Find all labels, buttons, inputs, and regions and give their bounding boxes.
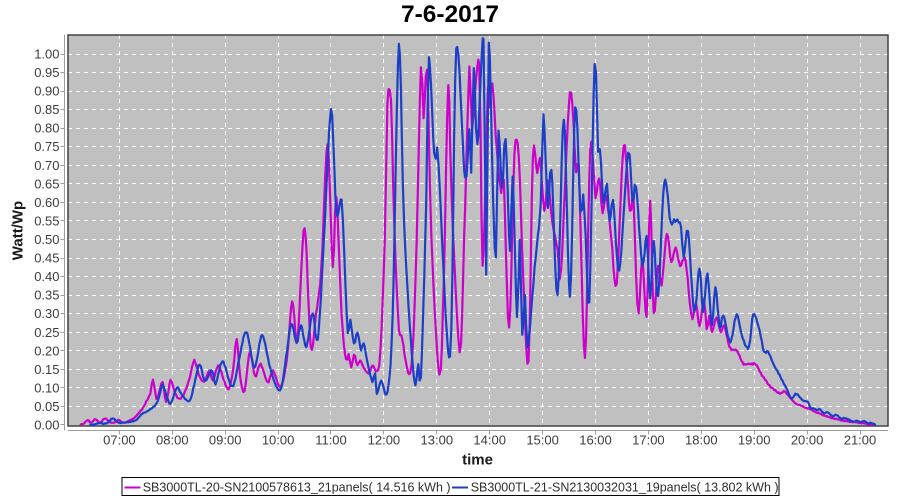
svg-text:0.25: 0.25	[34, 325, 59, 340]
svg-text:09:00: 09:00	[209, 433, 242, 448]
svg-text:time: time	[462, 452, 493, 469]
svg-text:17:00: 17:00	[632, 433, 665, 448]
svg-text:0.95: 0.95	[34, 65, 59, 80]
svg-text:0.10: 0.10	[34, 380, 59, 395]
svg-text:0.35: 0.35	[34, 288, 59, 303]
svg-text:0.65: 0.65	[34, 176, 59, 191]
svg-text:0.45: 0.45	[34, 251, 59, 266]
svg-text:0.20: 0.20	[34, 343, 59, 358]
svg-text:0.60: 0.60	[34, 195, 59, 210]
svg-text:SB3000TL-21-SN2130032031_19pan: SB3000TL-21-SN2130032031_19panels( 13.80…	[471, 481, 779, 495]
svg-text:08:00: 08:00	[156, 433, 189, 448]
svg-text:11:00: 11:00	[315, 433, 347, 448]
svg-text:0.50: 0.50	[34, 232, 59, 247]
svg-text:0.85: 0.85	[34, 102, 59, 117]
svg-text:1.00: 1.00	[34, 47, 59, 62]
svg-text:20:00: 20:00	[791, 433, 824, 448]
svg-text:10:00: 10:00	[262, 433, 295, 448]
svg-text:0.80: 0.80	[34, 121, 59, 136]
svg-text:21:00: 21:00	[844, 433, 877, 448]
svg-text:Watt/Wp: Watt/Wp	[10, 201, 27, 260]
svg-text:0.00: 0.00	[34, 418, 59, 433]
svg-text:07:00: 07:00	[103, 433, 136, 448]
svg-text:0.75: 0.75	[34, 139, 59, 154]
svg-text:0.55: 0.55	[34, 213, 59, 228]
svg-text:12:00: 12:00	[368, 433, 401, 448]
svg-text:13:00: 13:00	[421, 433, 454, 448]
svg-text:SB3000TL-20-SN2100578613_21pan: SB3000TL-20-SN2100578613_21panels( 14.51…	[143, 481, 451, 495]
svg-text:0.30: 0.30	[34, 306, 59, 321]
svg-text:14:00: 14:00	[473, 433, 506, 448]
svg-text:19:00: 19:00	[738, 433, 771, 448]
svg-text:0.05: 0.05	[34, 399, 59, 414]
svg-text:18:00: 18:00	[685, 433, 718, 448]
svg-text:0.70: 0.70	[34, 158, 59, 173]
svg-text:0.40: 0.40	[34, 269, 59, 284]
svg-text:0.90: 0.90	[34, 84, 59, 99]
svg-text:15:00: 15:00	[526, 433, 559, 448]
svg-text:7-6-2017: 7-6-2017	[401, 1, 499, 28]
svg-text:0.15: 0.15	[34, 362, 59, 377]
svg-text:16:00: 16:00	[579, 433, 612, 448]
